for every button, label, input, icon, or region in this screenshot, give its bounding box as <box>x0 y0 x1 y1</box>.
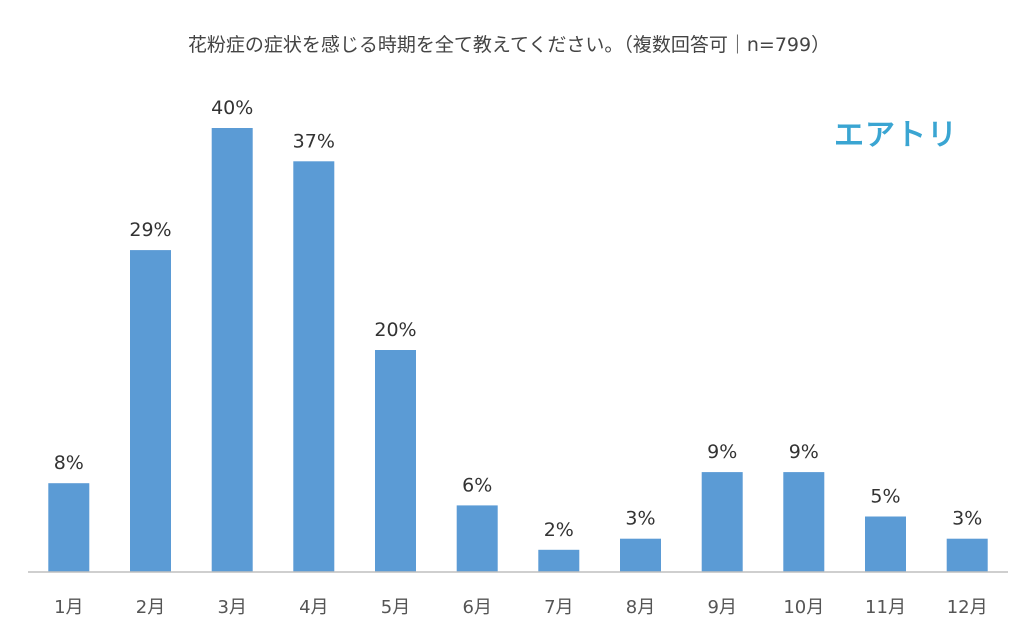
x-tick-label-2: 2月 <box>136 597 165 618</box>
x-tick-label-8: 8月 <box>626 597 655 618</box>
data-label-6: 6% <box>462 474 492 496</box>
x-tick-label-3: 3月 <box>217 597 246 618</box>
x-tick-label-12: 12月 <box>947 597 988 618</box>
data-label-7: 2% <box>544 519 574 541</box>
bar-8 <box>620 538 661 572</box>
data-label-4: 37% <box>293 130 335 152</box>
x-tick-label-5: 5月 <box>381 597 410 618</box>
data-label-1: 8% <box>54 452 84 474</box>
x-tick-label-7: 7月 <box>544 597 573 618</box>
data-label-3: 40% <box>211 97 253 119</box>
x-tick-label-6: 6月 <box>462 597 491 618</box>
bar-9 <box>701 472 743 572</box>
bar-5 <box>375 350 416 572</box>
x-tick-label-11: 11月 <box>865 597 906 618</box>
bar-4 <box>293 161 335 573</box>
bar-10 <box>783 472 825 572</box>
data-label-9: 9% <box>707 441 737 463</box>
data-label-11: 5% <box>870 486 900 508</box>
bar-3 <box>211 128 253 572</box>
bar-12 <box>946 538 988 572</box>
bar-2 <box>130 250 171 572</box>
bar-7 <box>538 549 580 572</box>
x-tick-label-10: 10月 <box>783 597 824 618</box>
data-label-12: 3% <box>952 508 982 530</box>
bar-1 <box>48 483 90 572</box>
x-tick-label-4: 4月 <box>299 597 328 618</box>
bar-6 <box>456 505 498 572</box>
data-label-5: 20% <box>374 319 416 341</box>
chart-title: 花粉症の症状を感じる時期を全て教えてください。（複数回答可｜n=799） <box>187 34 831 56</box>
data-label-10: 9% <box>789 441 819 463</box>
data-label-8: 3% <box>625 508 655 530</box>
brand-logo: エアトリ <box>834 118 958 153</box>
x-tick-label-9: 9月 <box>707 597 736 618</box>
x-tick-label-1: 1月 <box>54 597 83 618</box>
data-label-2: 29% <box>129 219 171 241</box>
bar-11 <box>865 516 906 572</box>
